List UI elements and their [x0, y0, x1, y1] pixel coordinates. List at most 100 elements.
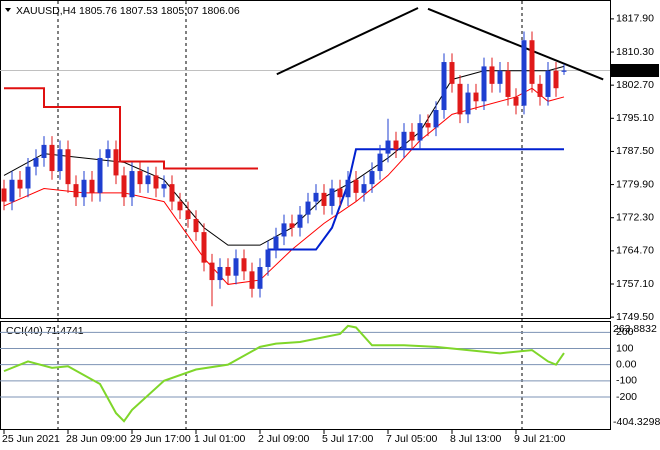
y-tick-label: 1757.10 — [616, 278, 654, 290]
candle-body — [137, 171, 143, 185]
x-tick-label: 29 Jun 17:00 — [130, 433, 191, 445]
candle-body — [361, 184, 367, 193]
candle-body — [409, 131, 415, 141]
x-tick-label: 2 Jul 09:00 — [258, 433, 310, 445]
candle-body — [481, 66, 487, 102]
y-tick-label: -200 — [616, 391, 637, 403]
candle-body — [57, 149, 63, 172]
candle-body — [553, 70, 559, 89]
candle-body — [289, 223, 295, 228]
candle-body — [457, 83, 463, 115]
cci-last: 71.4741 — [46, 325, 84, 337]
x-tick-label: 9 Jul 21:00 — [514, 433, 566, 445]
candle-body — [489, 66, 495, 84]
last-high: 1807.53 — [120, 5, 158, 17]
candle-body — [177, 201, 183, 211]
y-min-label: -404.3298 — [613, 416, 660, 428]
candle-body — [49, 144, 55, 172]
candle-body — [113, 149, 119, 176]
last-close: 1806.06 — [202, 5, 240, 17]
y-tick-label: 1817.90 — [616, 13, 654, 25]
candle-body — [305, 201, 311, 215]
candle-body — [249, 271, 255, 289]
candle-body — [9, 179, 15, 202]
candle-body — [257, 266, 263, 289]
candle-body — [337, 188, 343, 198]
candle-body — [385, 140, 391, 154]
candle-body — [185, 210, 191, 220]
y-tick-label: 1764.70 — [616, 245, 654, 257]
candle-body — [161, 184, 167, 189]
dropdown-icon — [5, 8, 11, 12]
candle-body — [217, 266, 223, 281]
candle-body — [73, 184, 79, 198]
x-tick-label: 5 Jul 17:00 — [322, 433, 374, 445]
candle-body — [145, 175, 151, 185]
candle-body — [233, 258, 239, 276]
x-tick-label: 25 Jun 2021 — [2, 433, 60, 445]
y-tick-label: 100 — [616, 342, 634, 354]
candle-body — [313, 192, 319, 202]
overlay-line — [276, 7, 419, 76]
candle-body — [521, 40, 527, 106]
candle-body — [201, 232, 207, 263]
candle-body — [505, 70, 511, 97]
candle-body — [329, 188, 335, 206]
candle-body — [33, 157, 39, 167]
y-tick-label: -100 — [616, 375, 637, 387]
y-tick-label: 1749.50 — [616, 311, 654, 323]
cci-panel — [0, 321, 611, 430]
candle-body — [417, 123, 423, 141]
candle-body — [473, 92, 479, 102]
candle-body — [1, 188, 7, 202]
cci-line — [3, 324, 565, 423]
x-tick-label: 1 Jul 01:00 — [194, 433, 246, 445]
candle-body — [345, 179, 351, 198]
y-max-label: 263.8832 — [613, 323, 657, 335]
y-tick-label: 1772.30 — [616, 211, 654, 223]
overlay-line — [427, 7, 604, 81]
candle-body — [265, 249, 271, 267]
candle-body — [17, 179, 23, 189]
candle-body — [89, 179, 95, 193]
overlay-line — [4, 87, 258, 170]
candle-body — [377, 153, 383, 172]
candle-body — [129, 171, 135, 198]
candle-body — [273, 236, 279, 250]
candle-body — [25, 166, 31, 189]
candle-body — [169, 184, 175, 202]
price-panel — [0, 0, 611, 319]
candle-body — [97, 157, 103, 193]
cci-title: CCI(40) 71.4741 — [6, 325, 84, 337]
candle-body — [369, 171, 375, 185]
candle-body — [497, 70, 503, 84]
candle-body — [465, 92, 471, 115]
y-tick-label: 1795.10 — [616, 112, 654, 124]
candle-body — [425, 123, 431, 128]
y-tick-label: 1802.70 — [616, 79, 654, 91]
candle-body — [321, 192, 327, 206]
candle-body — [297, 214, 303, 228]
overlay-line — [3, 87, 565, 285]
candle-body — [225, 266, 231, 276]
x-tick-label: 8 Jul 13:00 — [450, 433, 502, 445]
overlay-line — [268, 148, 564, 251]
candle-body — [433, 110, 439, 128]
y-tick-label: 1787.50 — [616, 145, 654, 157]
candle-body — [281, 223, 287, 237]
candle-body — [393, 140, 399, 150]
candle-body — [193, 219, 199, 233]
candle-body — [153, 175, 159, 189]
candle-body — [545, 70, 551, 97]
last-open: 1805.76 — [79, 5, 117, 17]
y-tick-label: 1779.90 — [616, 178, 654, 190]
candle-body — [513, 96, 519, 106]
y-tick-label: 200 — [616, 326, 634, 338]
candle-body — [121, 175, 127, 198]
price-label: 1806.06 — [616, 64, 654, 76]
candle-body — [353, 179, 359, 193]
candle-body — [209, 262, 215, 281]
candle-body — [241, 258, 247, 272]
candle-body — [441, 62, 447, 111]
